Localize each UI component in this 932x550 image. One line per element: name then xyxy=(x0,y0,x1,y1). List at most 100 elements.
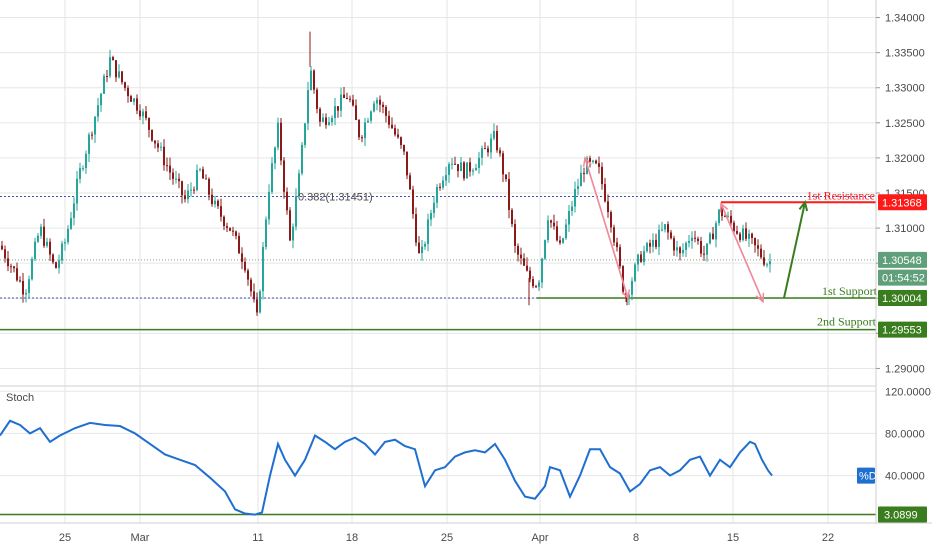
candle-body xyxy=(193,189,195,191)
candle-body xyxy=(646,243,648,252)
candle-body xyxy=(85,153,87,169)
candle-body xyxy=(673,238,675,251)
candle-body xyxy=(247,270,249,280)
candle-body xyxy=(511,209,513,225)
candle-body xyxy=(49,241,51,255)
candle-body xyxy=(211,194,213,205)
candle-body xyxy=(439,186,441,188)
candle-body xyxy=(430,213,432,220)
support2-tag-text: 1.29553 xyxy=(882,325,922,337)
candle-body xyxy=(520,254,522,259)
candle-body xyxy=(235,231,237,236)
candle-body xyxy=(127,87,129,97)
candle-body xyxy=(418,242,420,254)
candle-body xyxy=(295,196,297,227)
price-tick-label: 1.32000 xyxy=(885,153,925,165)
candle-body xyxy=(388,115,390,125)
candle-body xyxy=(346,97,348,99)
candle-body xyxy=(172,172,174,179)
candle-body xyxy=(97,105,99,117)
candle-body xyxy=(649,243,651,247)
candle-body xyxy=(70,218,72,229)
candle-body xyxy=(307,90,309,124)
candle-body xyxy=(289,210,291,241)
candle-body xyxy=(208,178,210,195)
time-tick-label: 11 xyxy=(252,532,263,544)
time-tick-label: 22 xyxy=(822,532,834,544)
price-tick-label: 1.29000 xyxy=(885,363,925,375)
candle-body xyxy=(43,226,45,246)
candle-body xyxy=(217,200,219,207)
candle-body xyxy=(229,227,231,231)
candle-body xyxy=(115,60,117,78)
candle-body xyxy=(748,233,750,239)
candle-body xyxy=(136,98,138,111)
candle-body xyxy=(688,240,690,243)
candle-body xyxy=(124,82,126,88)
stoch-d-series xyxy=(0,419,773,516)
candle-body xyxy=(358,120,360,138)
candle-body xyxy=(766,264,768,266)
candle-body xyxy=(604,184,606,202)
candle-body xyxy=(757,245,759,249)
candle-body xyxy=(478,157,480,168)
candle-body xyxy=(103,75,105,94)
candle-body xyxy=(565,224,567,239)
time-tick-label: 15 xyxy=(727,532,739,544)
candle-body xyxy=(463,162,465,179)
price-tags: 1.31368 1.30548 01:54:52 1.30004 1.29553 %D 3.… xyxy=(857,194,927,523)
candle-body xyxy=(19,280,21,282)
candle-body xyxy=(535,286,537,288)
price-tick-label: 1.33500 xyxy=(885,48,925,60)
candle-body xyxy=(427,219,429,244)
candle-body xyxy=(376,99,378,104)
candle-body xyxy=(514,224,516,246)
candle-body xyxy=(205,178,207,180)
candle-body xyxy=(10,266,12,268)
candle-body xyxy=(655,239,657,247)
stoch-d-badge-box xyxy=(857,467,875,484)
candle-body xyxy=(187,190,189,200)
grid-lines xyxy=(0,0,876,523)
candle-body xyxy=(25,292,27,295)
time-axis-ticks: 25 Mar 11 18 25 Apr 8 15 22 xyxy=(59,532,834,544)
candle-body xyxy=(421,246,423,254)
candle-body xyxy=(532,279,534,287)
candle-body xyxy=(214,200,216,205)
candle-body xyxy=(94,116,96,135)
candle-body xyxy=(31,259,33,280)
candle-body xyxy=(469,162,471,172)
candle-body xyxy=(442,180,444,188)
candle-body xyxy=(547,220,549,241)
candle-body xyxy=(661,229,663,231)
candle-body xyxy=(259,291,261,313)
candle-body xyxy=(595,160,597,164)
candle-body xyxy=(598,163,600,167)
candle-body xyxy=(142,111,144,117)
candle-body xyxy=(223,216,225,227)
candle-body xyxy=(730,215,732,223)
countdown-tag: 01:54:52 xyxy=(878,269,927,286)
candle-body xyxy=(475,167,477,171)
price-level-lines xyxy=(0,195,876,516)
candle-body xyxy=(724,216,726,218)
support1-tag-box xyxy=(878,289,927,306)
candle-body xyxy=(55,262,57,269)
candle-body xyxy=(226,226,228,228)
candle-body xyxy=(616,242,618,248)
candle-body xyxy=(643,251,645,262)
pink-arrow-reverse-head xyxy=(582,156,592,167)
stoch-tick-label: 120.0000 xyxy=(885,386,931,398)
candle-body xyxy=(79,168,81,179)
candle-body xyxy=(634,264,636,281)
candle-body xyxy=(553,222,555,227)
candle-body xyxy=(304,123,306,145)
candle-body xyxy=(379,99,381,105)
candle-body xyxy=(742,228,744,241)
candle-body xyxy=(280,122,282,161)
stoch-d-badge-text: %D xyxy=(859,471,877,483)
candle-body xyxy=(22,280,24,295)
candle-body xyxy=(238,235,240,254)
